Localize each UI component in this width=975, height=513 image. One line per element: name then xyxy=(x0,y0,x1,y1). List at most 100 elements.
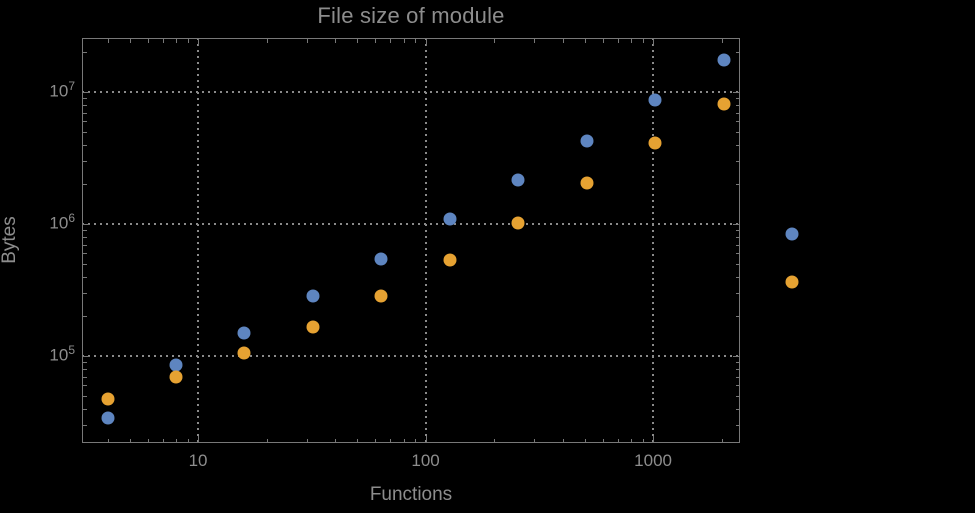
y-tick-minor-4000000 xyxy=(83,144,87,146)
y-tick-right-minor-4000000 xyxy=(736,144,740,146)
x-tick-minor-300 xyxy=(534,439,536,443)
data-point-orange-x16 xyxy=(237,346,251,360)
x-tick-label-100: 100 xyxy=(411,451,440,470)
x-tick-minor-6 xyxy=(147,439,149,443)
x-tick-minor-900 xyxy=(642,439,644,443)
x-tick-100 xyxy=(425,436,427,443)
data-point-blue-x8 xyxy=(169,358,183,372)
y-tick-right-minor-800000 xyxy=(736,236,740,238)
x-tick-top-minor-600 xyxy=(602,39,604,43)
data-point-blue-x2048 xyxy=(717,53,731,67)
x-tick-top-minor-30 xyxy=(306,39,308,43)
x-tick-top-minor-40 xyxy=(335,39,337,43)
y-tick-minor-500000 xyxy=(83,263,87,265)
y-tick-minor-6000000 xyxy=(83,121,87,123)
x-tick-top-minor-4 xyxy=(107,39,109,43)
x-tick-top-minor-6 xyxy=(147,39,149,43)
data-point-orange-x64 xyxy=(374,289,388,303)
y-tick-minor-600000 xyxy=(83,253,87,255)
data-point-blue-x1024 xyxy=(648,93,662,107)
x-tick-top-1000 xyxy=(653,39,655,46)
x-tick-minor-700 xyxy=(617,439,619,443)
y-tick-minor-7000000 xyxy=(83,112,87,114)
x-tick-top-minor-50 xyxy=(357,39,359,43)
x-tick-minor-2000 xyxy=(721,439,723,443)
data-point-orange-x32 xyxy=(306,320,320,334)
y-tick-minor-8000000 xyxy=(83,104,87,106)
x-tick-minor-70 xyxy=(390,439,392,443)
x-tick-top-minor-70 xyxy=(390,39,392,43)
y-axis-label: Bytes xyxy=(0,216,20,264)
x-tick-top-minor-80 xyxy=(403,39,405,43)
y-tick-minor-900000 xyxy=(83,230,87,232)
x-tick-minor-20 xyxy=(266,439,268,443)
data-point-orange-x128 xyxy=(443,253,457,267)
x-tick-minor-50 xyxy=(357,439,359,443)
x-tick-top-minor-60 xyxy=(375,39,377,43)
x-tick-minor-400 xyxy=(562,439,564,443)
x-tick-top-minor-7 xyxy=(162,39,164,43)
y-tick-minor-80000 xyxy=(83,368,87,370)
data-point-orange-x256 xyxy=(511,216,525,230)
y-tick-right-minor-80000 xyxy=(736,368,740,370)
y-tick-right-minor-5000000 xyxy=(736,131,740,133)
y-tick-minor-60000 xyxy=(83,385,87,387)
gridline-y-1e7 xyxy=(82,91,740,94)
data-point-orange-x1024 xyxy=(648,136,662,150)
y-tick-right-minor-30000 xyxy=(736,425,740,427)
y-tick-minor-700000 xyxy=(83,244,87,246)
data-point-blue-x4096 xyxy=(785,227,799,241)
x-tick-minor-5 xyxy=(129,439,131,443)
x-tick-minor-9 xyxy=(187,439,189,443)
data-point-orange-x8 xyxy=(169,370,183,384)
data-point-blue-x64 xyxy=(374,252,388,266)
y-tick-minor-90000 xyxy=(83,362,87,364)
x-tick-minor-600 xyxy=(602,439,604,443)
x-tick-top-minor-90 xyxy=(415,39,417,43)
y-tick-minor-20000000 xyxy=(83,52,87,54)
y-tick-right-minor-20000000 xyxy=(736,52,740,54)
y-tick-minor-3000000 xyxy=(83,161,87,163)
y-tick-base: 10 xyxy=(49,345,69,365)
y-tick-minor-800000 xyxy=(83,236,87,238)
y-tick-base: 10 xyxy=(49,81,69,101)
x-tick-top-minor-200 xyxy=(494,39,496,43)
x-tick-minor-500 xyxy=(584,439,586,443)
x-tick-top-100 xyxy=(425,39,427,46)
x-tick-top-minor-5 xyxy=(129,39,131,43)
x-tick-minor-200 xyxy=(494,439,496,443)
x-tick-top-minor-900 xyxy=(642,39,644,43)
gridline-y-1e6 xyxy=(82,223,740,226)
y-tick-right-1e5 xyxy=(733,356,740,358)
y-tick-right-minor-90000 xyxy=(736,362,740,364)
gridline-x-10 xyxy=(197,38,200,443)
y-tick-right-minor-900000 xyxy=(736,230,740,232)
y-tick-minor-30000 xyxy=(83,425,87,427)
x-tick-top-minor-700 xyxy=(617,39,619,43)
data-point-orange-x2048 xyxy=(717,97,731,111)
y-tick-label-1e5: 105 xyxy=(0,343,75,366)
x-tick-top-minor-9 xyxy=(187,39,189,43)
data-point-blue-x128 xyxy=(443,212,457,226)
y-tick-1e6 xyxy=(83,224,90,226)
y-tick-right-minor-300000 xyxy=(736,293,740,295)
x-tick-minor-800 xyxy=(631,439,633,443)
y-tick-label-1e6: 106 xyxy=(0,211,75,234)
x-tick-minor-30 xyxy=(306,439,308,443)
y-tick-minor-400000 xyxy=(83,276,87,278)
x-tick-top-minor-300 xyxy=(534,39,536,43)
y-tick-right-minor-2000000 xyxy=(736,184,740,186)
x-tick-minor-8 xyxy=(175,439,177,443)
x-tick-minor-60 xyxy=(375,439,377,443)
y-tick-right-minor-700000 xyxy=(736,244,740,246)
x-axis-label: Functions xyxy=(369,484,453,505)
y-tick-base: 10 xyxy=(49,213,69,233)
x-tick-top-minor-400 xyxy=(562,39,564,43)
y-tick-minor-300000 xyxy=(83,293,87,295)
gridline-x-100 xyxy=(424,38,427,443)
data-point-orange-x4096 xyxy=(785,275,799,289)
y-tick-right-minor-400000 xyxy=(736,276,740,278)
y-tick-right-minor-7000000 xyxy=(736,112,740,114)
y-tick-right-minor-200000 xyxy=(736,316,740,318)
y-tick-minor-5000000 xyxy=(83,131,87,133)
